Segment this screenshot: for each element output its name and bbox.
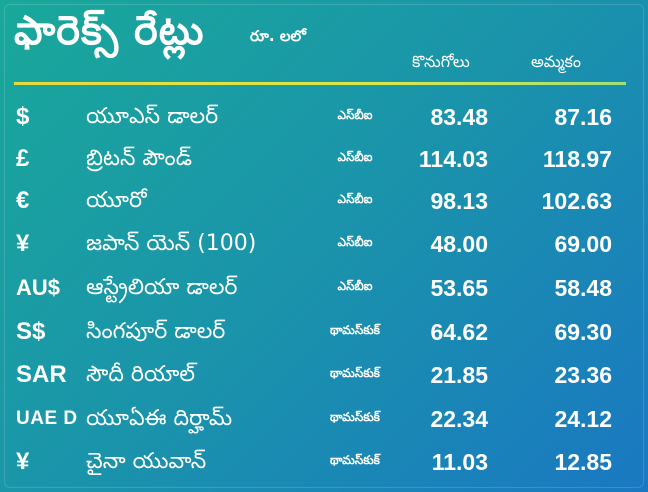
rate-source: థామస్‌కుక్ [330, 410, 380, 424]
rate-source: ఎస్‌బీఐ [337, 108, 373, 122]
currency-symbol: ¥ [16, 448, 30, 475]
rate-source: థామస్‌కుక్ [330, 366, 380, 380]
rate-source: ఎస్‌బీఐ [337, 150, 373, 164]
currency-name: జపాన్ యెన్ (100) [86, 231, 257, 256]
sell-rate: 102.63 [541, 188, 612, 214]
rate-row-gbp: £ బ్రిటన్ పౌండ్ ఎస్‌బీఐ 114.03 118.97 [0, 138, 648, 180]
rate-source: ఎస్‌బీఐ [337, 192, 373, 206]
header-divider [14, 82, 626, 85]
buy-rate: 48.00 [430, 231, 488, 257]
rate-row-aud: AU$ ఆస్ట్రేలియా డాలర్ ఎస్‌బీఐ 53.65 58.4… [0, 267, 648, 309]
currency-symbol: £ [16, 145, 30, 172]
rate-row-aed: UAE D యూఏఈ దిర్హామ్ థామస్‌కుక్ 22.34 24.… [0, 398, 648, 440]
currency-name: సింగపూర్ డాలర్ [86, 319, 226, 344]
currency-name: ఆస్ట్రేలియా డాలర్ [86, 275, 238, 300]
currency-name: సౌదీ రియాల్ [86, 362, 195, 387]
rate-row-eur: € యూరో ఎస్‌బీఐ 98.13 102.63 [0, 180, 648, 222]
currency-symbol: AU$ [16, 275, 61, 300]
panel-title: ఫారెక్స్ రేట్లు [14, 8, 205, 54]
currency-name: యూఎస్ డాలర్ [86, 104, 219, 129]
sell-rate: 87.16 [554, 104, 612, 130]
buy-rate: 98.13 [430, 188, 488, 214]
currency-name: యూఏఈ దిర్హామ్ [86, 406, 233, 431]
sell-column-header: అమ్మకం [531, 52, 581, 71]
rate-row-jpy: ¥ జపాన్ యెన్ (100) ఎస్‌బీఐ 48.00 69.00 [0, 223, 648, 265]
rate-row-cny: ¥ చైనా యువాన్ థామస్‌కుక్ 11.03 12.85 [0, 441, 648, 483]
rate-row-sgd: S$ సింగపూర్ డాలర్ థామస్‌కుక్ 64.62 69.30 [0, 311, 648, 353]
currency-name: బ్రిటన్ పౌండ్ [86, 146, 192, 171]
sell-rate: 23.36 [554, 362, 612, 388]
currency-symbol: € [16, 187, 30, 214]
currency-symbol: $ [16, 103, 30, 130]
currency-symbol: SAR [16, 361, 67, 388]
currency-name: యూరో [86, 188, 147, 213]
currency-name: చైనా యువాన్ [86, 449, 207, 474]
rate-source: థామస్‌కుక్ [330, 453, 380, 467]
buy-rate: 83.48 [430, 104, 488, 130]
currency-symbol: S$ [16, 318, 46, 345]
sell-rate: 69.00 [554, 231, 612, 257]
buy-column-header: కొనుగోలు [412, 52, 470, 71]
currency-symbol: UAE D [16, 408, 78, 429]
rate-source: ఎస్‌బీఐ [337, 279, 373, 293]
buy-rate: 22.34 [430, 406, 488, 432]
sell-rate: 69.30 [554, 319, 612, 345]
sell-rate: 12.85 [554, 449, 612, 475]
rate-source: ఎస్‌బీఐ [337, 235, 373, 249]
rate-row-sar: SAR సౌదీ రియాల్ థామస్‌కుక్ 21.85 23.36 [0, 354, 648, 396]
rate-row-usd: $ యూఎస్ డాలర్ ఎస్‌బీఐ 83.48 87.16 [0, 96, 648, 138]
rate-source: థామస్‌కుక్ [330, 323, 380, 337]
buy-rate: 114.03 [418, 146, 488, 172]
sell-rate: 58.48 [554, 275, 612, 301]
buy-rate: 64.62 [430, 319, 488, 345]
currency-symbol: ¥ [16, 230, 30, 257]
currency-unit-label: రూ. లలో [250, 27, 306, 45]
sell-rate: 118.97 [542, 146, 612, 172]
buy-rate: 21.85 [430, 362, 488, 388]
sell-rate: 24.12 [554, 406, 612, 432]
buy-rate: 11.03 [431, 449, 488, 475]
buy-rate: 53.65 [430, 275, 488, 301]
